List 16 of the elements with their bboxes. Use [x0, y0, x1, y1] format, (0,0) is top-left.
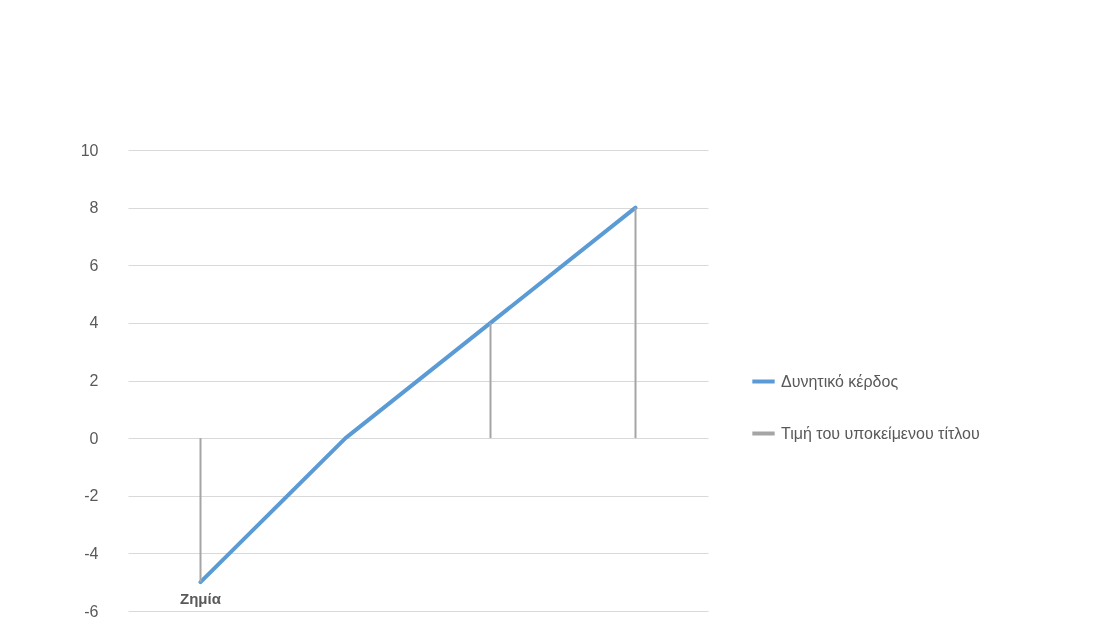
y-tick-label: -2 — [84, 487, 99, 505]
line-series — [198, 205, 638, 585]
y-tick-label: 2 — [89, 372, 99, 389]
y-tick-label: 0 — [89, 429, 99, 447]
bar — [489, 322, 492, 439]
y-tick-label: 4 — [89, 314, 99, 332]
bar — [634, 207, 637, 439]
annotation: Ζημία — [180, 590, 222, 607]
bar — [199, 438, 202, 583]
y-tick-label: 8 — [89, 199, 99, 217]
legend-label: Τιμή του υποκείμενου τίτλου — [781, 424, 980, 442]
y-tick-label: 10 — [80, 141, 99, 159]
y-tick-label: -6 — [84, 602, 99, 620]
y-tick-label: -4 — [84, 544, 99, 562]
y-tick-label: 6 — [89, 256, 99, 274]
legend-label: Δυνητικό κέρδος — [781, 372, 899, 390]
